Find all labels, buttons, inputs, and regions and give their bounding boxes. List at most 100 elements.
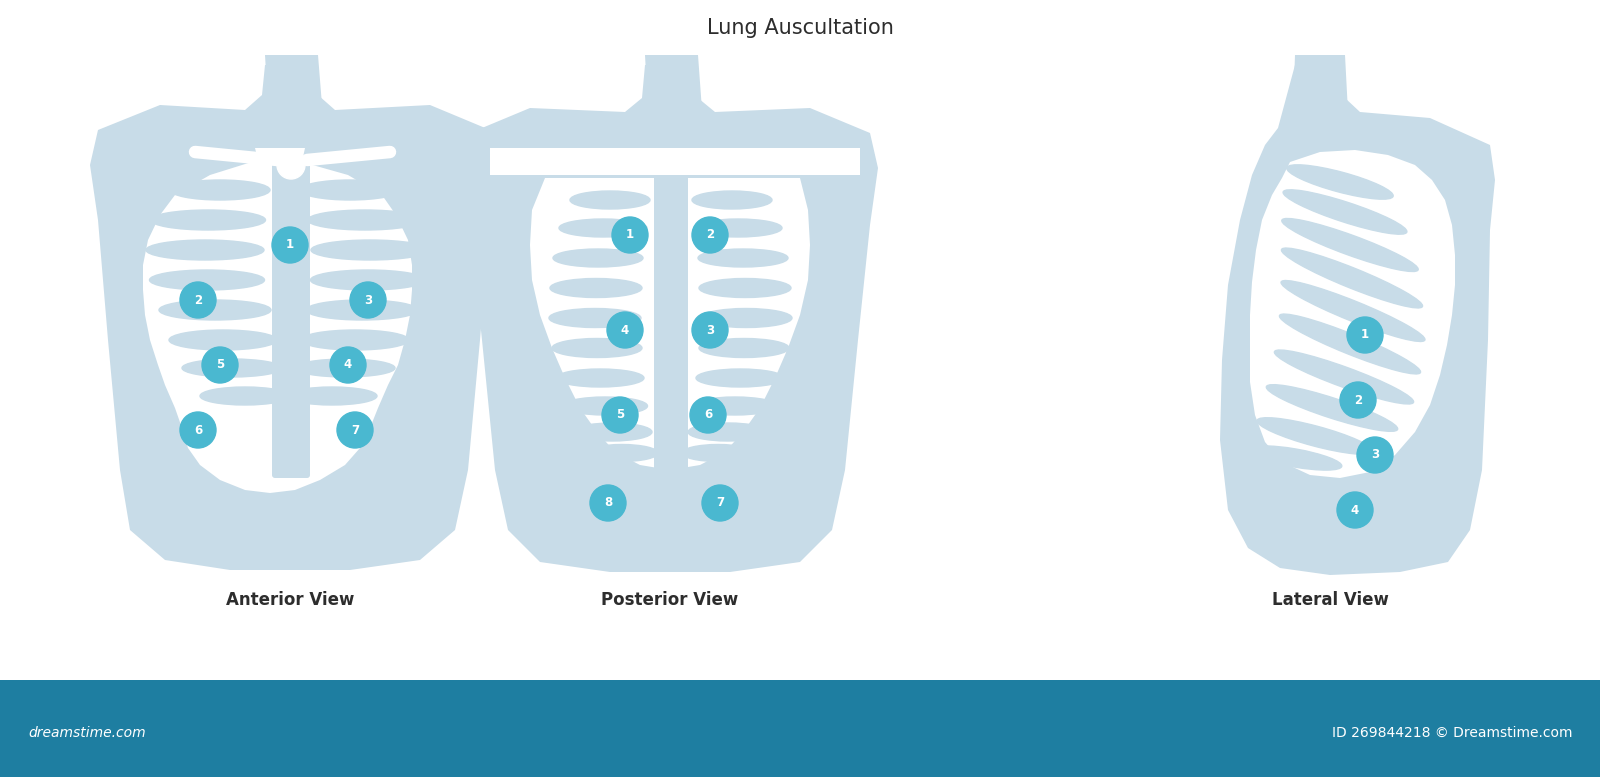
Polygon shape: [1293, 55, 1347, 112]
Ellipse shape: [688, 423, 768, 441]
Polygon shape: [1250, 150, 1454, 478]
Ellipse shape: [552, 339, 642, 357]
Ellipse shape: [570, 191, 650, 209]
Circle shape: [272, 227, 307, 263]
Polygon shape: [490, 148, 861, 175]
Circle shape: [202, 347, 238, 383]
Text: 6: 6: [704, 409, 712, 421]
Circle shape: [1338, 492, 1373, 528]
Text: Anterior View: Anterior View: [226, 591, 354, 609]
Ellipse shape: [1258, 418, 1373, 455]
Text: Lateral View: Lateral View: [1272, 591, 1389, 609]
Text: 5: 5: [216, 358, 224, 371]
Text: 1: 1: [286, 239, 294, 252]
Circle shape: [179, 282, 216, 318]
Ellipse shape: [554, 249, 643, 267]
Circle shape: [1341, 382, 1376, 418]
Text: ID 269844218 © Dreamstime.com: ID 269844218 © Dreamstime.com: [1331, 726, 1571, 740]
Ellipse shape: [699, 339, 789, 357]
Text: 6: 6: [194, 423, 202, 437]
Ellipse shape: [563, 397, 648, 415]
Polygon shape: [1221, 65, 1494, 575]
Text: 1: 1: [626, 228, 634, 242]
FancyBboxPatch shape: [654, 175, 688, 473]
Circle shape: [330, 347, 366, 383]
Polygon shape: [275, 165, 307, 473]
Ellipse shape: [1282, 280, 1426, 341]
Circle shape: [277, 151, 306, 179]
Polygon shape: [645, 55, 702, 110]
Text: 2: 2: [194, 294, 202, 306]
Ellipse shape: [170, 180, 270, 200]
Ellipse shape: [1274, 350, 1414, 404]
Ellipse shape: [1283, 190, 1406, 234]
Ellipse shape: [1286, 165, 1394, 199]
Ellipse shape: [200, 387, 290, 405]
Ellipse shape: [694, 219, 782, 237]
Polygon shape: [462, 65, 878, 572]
Text: 7: 7: [350, 423, 358, 437]
Ellipse shape: [1280, 314, 1421, 374]
Text: dreamstime.com: dreamstime.com: [29, 726, 146, 740]
Ellipse shape: [549, 308, 642, 327]
Ellipse shape: [1266, 385, 1398, 431]
Ellipse shape: [1282, 248, 1422, 308]
Text: 1: 1: [1362, 329, 1370, 342]
Polygon shape: [266, 55, 322, 105]
Ellipse shape: [307, 210, 422, 230]
Polygon shape: [142, 148, 413, 493]
Text: 4: 4: [621, 323, 629, 336]
Ellipse shape: [557, 369, 643, 387]
Ellipse shape: [158, 300, 270, 320]
Ellipse shape: [691, 191, 771, 209]
Text: Posterior View: Posterior View: [602, 591, 739, 609]
Ellipse shape: [170, 330, 277, 350]
Ellipse shape: [573, 423, 653, 441]
Ellipse shape: [550, 278, 642, 298]
Circle shape: [1357, 437, 1394, 473]
Ellipse shape: [1282, 218, 1418, 271]
Ellipse shape: [696, 369, 784, 387]
Circle shape: [606, 312, 643, 348]
FancyBboxPatch shape: [0, 680, 1600, 777]
Ellipse shape: [301, 180, 400, 200]
Ellipse shape: [699, 278, 790, 298]
Circle shape: [350, 282, 386, 318]
Ellipse shape: [182, 359, 282, 377]
Text: 8: 8: [603, 497, 613, 510]
Ellipse shape: [1248, 446, 1342, 470]
Ellipse shape: [286, 387, 378, 405]
Ellipse shape: [149, 270, 264, 290]
Circle shape: [602, 397, 638, 433]
Circle shape: [338, 412, 373, 448]
Text: 2: 2: [1354, 393, 1362, 406]
Circle shape: [1347, 317, 1382, 353]
Ellipse shape: [693, 397, 778, 415]
Text: 4: 4: [1350, 503, 1358, 517]
Ellipse shape: [586, 444, 658, 462]
Ellipse shape: [306, 300, 418, 320]
Ellipse shape: [698, 249, 787, 267]
Ellipse shape: [682, 444, 754, 462]
Ellipse shape: [294, 359, 395, 377]
Polygon shape: [658, 178, 685, 468]
Text: 5: 5: [616, 409, 624, 421]
Ellipse shape: [146, 240, 264, 260]
Ellipse shape: [301, 330, 410, 350]
Circle shape: [702, 485, 738, 521]
Circle shape: [590, 485, 626, 521]
Text: 3: 3: [706, 323, 714, 336]
Text: 3: 3: [363, 294, 373, 306]
Text: 2: 2: [706, 228, 714, 242]
Circle shape: [611, 217, 648, 253]
Polygon shape: [90, 65, 498, 570]
Ellipse shape: [558, 219, 646, 237]
FancyBboxPatch shape: [272, 162, 310, 478]
Ellipse shape: [310, 240, 429, 260]
Ellipse shape: [310, 270, 426, 290]
Text: Lung Auscultation: Lung Auscultation: [707, 18, 893, 38]
Ellipse shape: [150, 210, 266, 230]
Circle shape: [691, 312, 728, 348]
Polygon shape: [530, 178, 810, 470]
Text: 3: 3: [1371, 448, 1379, 462]
